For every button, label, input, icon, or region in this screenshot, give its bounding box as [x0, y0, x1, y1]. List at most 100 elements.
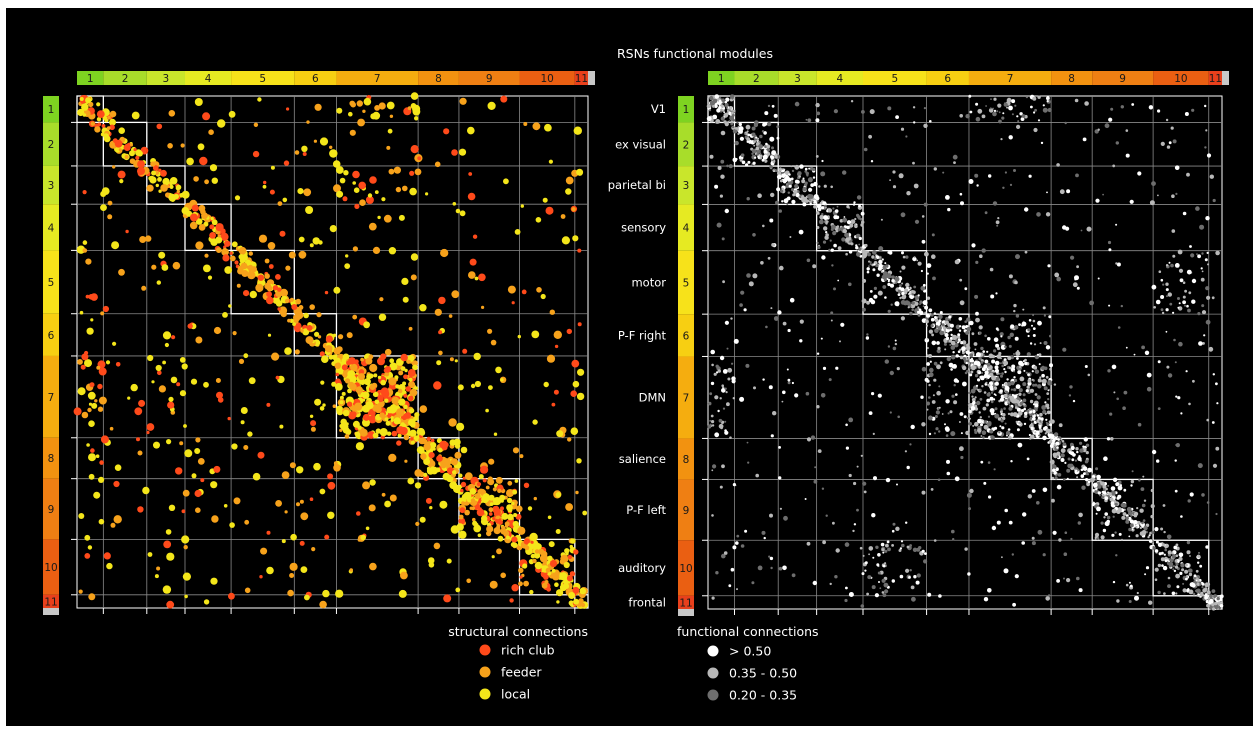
functional-connection-dot [882, 285, 887, 289]
functional-connection-dot [1190, 253, 1195, 258]
structural-connection-dot [329, 145, 333, 149]
top-module-label-2: 2 [753, 73, 760, 85]
functional-connection-dot [1090, 477, 1095, 483]
structural-legend-label: rich club [501, 643, 555, 658]
functional-connection-dot [916, 573, 921, 578]
functional-connection-dot [991, 525, 997, 531]
functional-connection-dot [1206, 501, 1210, 504]
functional-connection-dot [1154, 527, 1159, 532]
structural-connection-dot [243, 290, 250, 297]
structural-connection-dot [176, 189, 180, 194]
functional-connection-dot [977, 428, 982, 433]
structural-connection-dot [198, 224, 206, 231]
functional-connection-dot [1153, 306, 1156, 309]
functional-connection-dot [960, 432, 963, 435]
functional-connection-dot [1106, 437, 1111, 441]
functional-connection-dot [844, 598, 848, 603]
functional-connection-dot [983, 420, 987, 424]
side-module-label-3: 3 [48, 180, 55, 192]
functional-connection-dot [1175, 543, 1179, 547]
functional-connection-dot [721, 384, 724, 388]
structural-connection-dot [417, 156, 422, 161]
functional-connection-dot [999, 362, 1002, 365]
functional-connection-dot [1208, 346, 1214, 352]
functional-connection-dot [934, 316, 937, 319]
functional-connection-dot [1201, 310, 1207, 315]
functional-connection-dot [885, 543, 889, 548]
structural-connection-dot [360, 357, 364, 362]
functional-connection-dot [1150, 488, 1154, 493]
top-module-label-11: 11 [1209, 73, 1222, 85]
structural-connection-dot [503, 178, 509, 185]
functional-connection-dot [1201, 252, 1204, 255]
functional-connection-dot [1027, 381, 1032, 386]
functional-connection-dot [815, 155, 819, 158]
structural-connection-dot [211, 177, 218, 184]
functional-connection-dot [1207, 263, 1209, 266]
functional-connection-dot [924, 305, 929, 310]
functional-connection-dot [924, 552, 927, 555]
structural-connection-dot [118, 127, 125, 134]
structural-connection-dot [131, 158, 135, 163]
functional-connection-dot [993, 393, 996, 396]
functional-connection-dot [830, 228, 834, 231]
functional-connection-dot [739, 158, 743, 162]
functional-connection-dot [1008, 274, 1013, 279]
structural-connection-dot [277, 307, 281, 311]
functional-connection-dot [1116, 496, 1120, 500]
side-module-label-3: 3 [683, 180, 690, 192]
structural-connection-dot [342, 353, 350, 361]
functional-connection-dot [884, 549, 888, 553]
structural-connection-dot [229, 251, 233, 255]
structural-connection-dot [209, 164, 218, 172]
functional-connection-dot [768, 385, 773, 390]
structural-connection-dot [564, 548, 570, 554]
structural-connection-dot [309, 304, 316, 310]
functional-connection-dot [1209, 174, 1215, 179]
functional-connection-dot [905, 135, 908, 138]
functional-connection-dot [868, 411, 873, 415]
functional-connection-dot [991, 375, 997, 381]
structural-connection-dot [374, 399, 380, 405]
structural-connection-dot [372, 111, 381, 120]
functional-connection-dot [921, 490, 926, 495]
functional-connection-dot [919, 303, 921, 306]
functional-connection-dot [1034, 354, 1040, 360]
functional-connection-dot [1141, 503, 1146, 508]
functional-connection-dot [729, 94, 735, 99]
structural-connection-dot [343, 170, 349, 176]
side-module-segment-7 [678, 356, 694, 439]
functional-connection-dot [1167, 550, 1172, 555]
functional-connection-dot [1216, 402, 1219, 405]
functional-connection-dot [746, 197, 750, 201]
structural-connection-dot [113, 515, 122, 524]
functional-connection-dot [870, 160, 874, 163]
functional-connection-dot [1148, 600, 1153, 605]
functional-connection-dot [714, 94, 720, 99]
functional-connection-dot [936, 364, 941, 370]
functional-connection-dot [999, 410, 1003, 414]
functional-connection-dot [792, 193, 796, 197]
functional-connection-dot [818, 219, 824, 225]
functional-connection-dot [912, 256, 917, 262]
structural-connection-dot [388, 453, 397, 462]
functional-connection-dot [1179, 278, 1184, 283]
functional-connection-dot [787, 381, 791, 385]
functional-connection-dot [1188, 568, 1192, 573]
structural-connection-dot [358, 373, 365, 381]
functional-connection-dot [715, 571, 719, 575]
functional-connection-dot [989, 387, 994, 391]
functional-connection-dot [834, 209, 839, 213]
structural-connection-dot [73, 407, 82, 416]
functional-connection-dot [937, 407, 940, 410]
structural-connection-dot [493, 527, 501, 535]
structural-connection-dot [439, 500, 448, 509]
structural-connection-dot [84, 534, 91, 541]
functional-connection-dot [974, 373, 979, 378]
structural-connection-dot [372, 391, 379, 398]
functional-connection-dot [1030, 426, 1034, 431]
functional-connection-dot [933, 312, 937, 315]
structural-connection-dot [342, 373, 348, 378]
functional-connection-dot [990, 400, 994, 404]
